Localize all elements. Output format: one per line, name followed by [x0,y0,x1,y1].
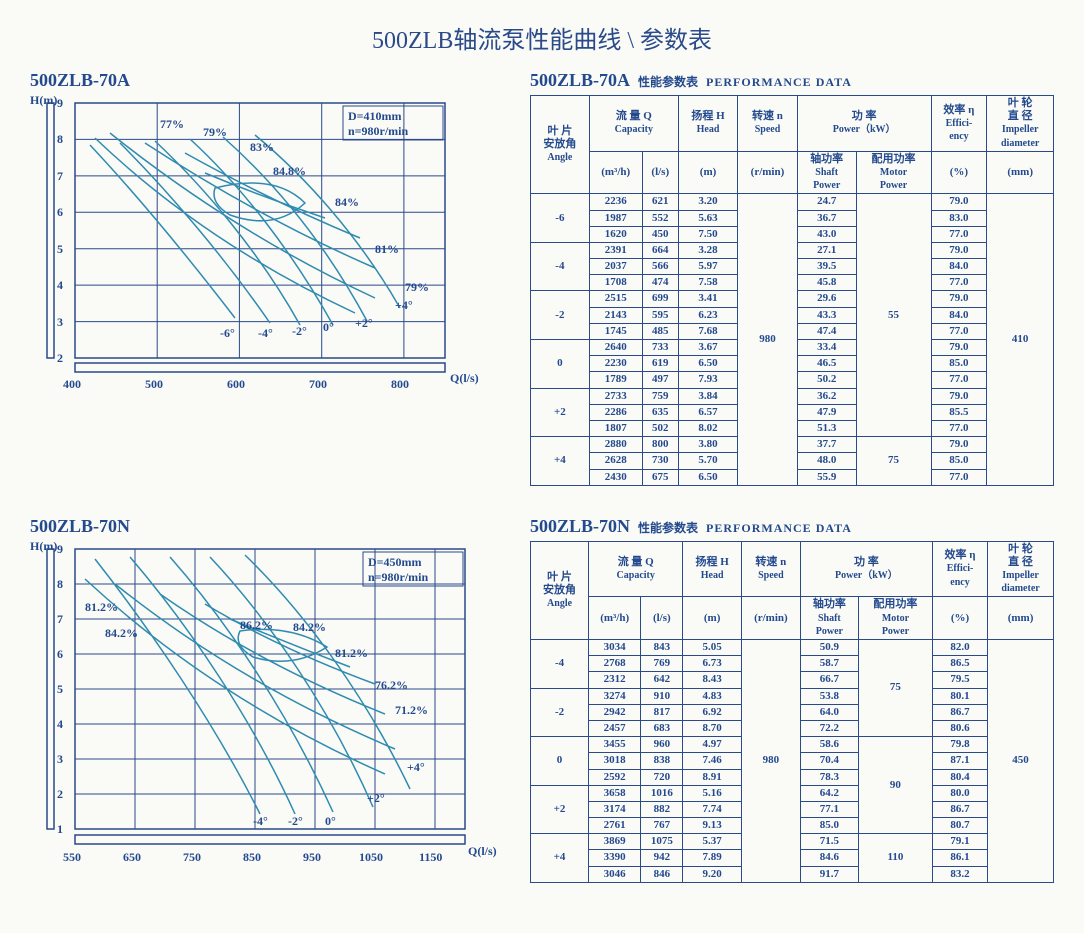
table2-sub-cn: 性能参数表 [638,519,698,536]
svg-text:4: 4 [57,278,63,292]
svg-text:84.2%: 84.2% [293,620,326,634]
svg-text:84%: 84% [335,195,359,209]
chart1-param-d: D=410mm [348,109,402,123]
chart1-model: 500ZLB-70A [30,70,510,91]
svg-text:-6°: -6° [220,326,235,340]
chart2: H(m) D=450mm n=980r/min [30,539,490,869]
svg-text:76.2%: 76.2% [375,678,408,692]
svg-text:400: 400 [63,377,81,391]
chart1: H(m) D=410mm n=980r/min [30,93,490,398]
svg-text:+4°: +4° [407,760,425,774]
row-70n: 500ZLB-70N H(m) D=450mm [30,516,1054,883]
svg-text:3: 3 [57,752,63,766]
chart2-param-n: n=980r/min [368,570,429,584]
svg-text:6: 6 [57,647,63,661]
table1-sub-cn: 性能参数表 [638,73,698,90]
chart2-model: 500ZLB-70N [30,516,510,537]
svg-text:-4°: -4° [258,326,273,340]
svg-text:0°: 0° [323,320,334,334]
svg-text:7: 7 [57,169,63,183]
svg-text:800: 800 [391,377,409,391]
table1-sub-en: PERFORMANCE DATA [706,75,852,90]
svg-text:1050: 1050 [359,850,383,864]
performance-table-70a: 叶 片安放角Angle 流 量 QCapacity 扬程 HHead 转速 nS… [530,95,1054,486]
svg-text:81%: 81% [375,242,399,256]
svg-text:2: 2 [57,351,63,365]
svg-text:79%: 79% [405,280,429,294]
chart1-xlabel: Q(l/s) [450,371,479,386]
svg-text:71.2%: 71.2% [395,703,428,717]
svg-text:9: 9 [57,542,63,556]
svg-text:8: 8 [57,132,63,146]
chart1-param-n: n=980r/min [348,124,409,138]
svg-text:5: 5 [57,242,63,256]
svg-text:+2°: +2° [355,316,373,330]
svg-text:1150: 1150 [419,850,442,864]
svg-text:2: 2 [57,787,63,801]
svg-text:81.2%: 81.2% [335,646,368,660]
svg-text:650: 650 [123,850,141,864]
svg-text:77%: 77% [160,117,184,131]
chart2-ylabel: H(m) [30,539,57,554]
table2-model: 500ZLB-70N [530,516,630,537]
svg-text:-2°: -2° [292,324,307,338]
svg-text:1: 1 [57,822,63,836]
svg-text:+4°: +4° [395,298,413,312]
page-title: 500ZLB轴流泵性能曲线 \ 参数表 [30,20,1054,55]
chart2-param-d: D=450mm [368,555,422,569]
performance-table-70n: 叶 片安放角Angle 流 量 QCapacity 扬程 HHead 转速 nS… [530,541,1054,883]
svg-text:3: 3 [57,315,63,329]
svg-text:850: 850 [243,850,261,864]
svg-text:+2°: +2° [367,791,385,805]
svg-text:700: 700 [309,377,327,391]
svg-text:81.2%: 81.2% [85,600,118,614]
table1-model: 500ZLB-70A [530,70,630,91]
svg-text:8: 8 [57,577,63,591]
svg-text:5: 5 [57,682,63,696]
chart2-svg: D=450mm n=980r/min 81.2% [30,539,490,869]
svg-text:-4°: -4° [253,814,268,828]
table2-sub-en: PERFORMANCE DATA [706,521,852,536]
svg-text:950: 950 [303,850,321,864]
chart1-ylabel: H(m) [30,93,57,108]
chart2-xlabel: Q(l/s) [468,844,497,859]
svg-text:500: 500 [145,377,163,391]
svg-text:0°: 0° [325,814,336,828]
svg-text:7: 7 [57,612,63,626]
svg-text:-2°: -2° [288,814,303,828]
table-row: -622366213.2098024.75579.0410 [531,194,1054,210]
svg-text:84.2%: 84.2% [105,626,138,640]
svg-text:750: 750 [183,850,201,864]
svg-text:84.8%: 84.8% [273,164,306,178]
svg-text:550: 550 [63,850,81,864]
svg-text:600: 600 [227,377,245,391]
svg-text:79%: 79% [203,125,227,139]
chart1-svg: D=410mm n=980r/min [30,93,490,398]
svg-text:86.2%: 86.2% [240,618,273,632]
row-70a: 500ZLB-70A H(m) D=410mm n=980r/mi [30,70,1054,486]
svg-text:6: 6 [57,205,63,219]
svg-text:4: 4 [57,717,63,731]
table-row: -430348435.0598050.97582.0450 [531,640,1054,656]
svg-text:9: 9 [57,96,63,110]
svg-text:83%: 83% [250,140,274,154]
